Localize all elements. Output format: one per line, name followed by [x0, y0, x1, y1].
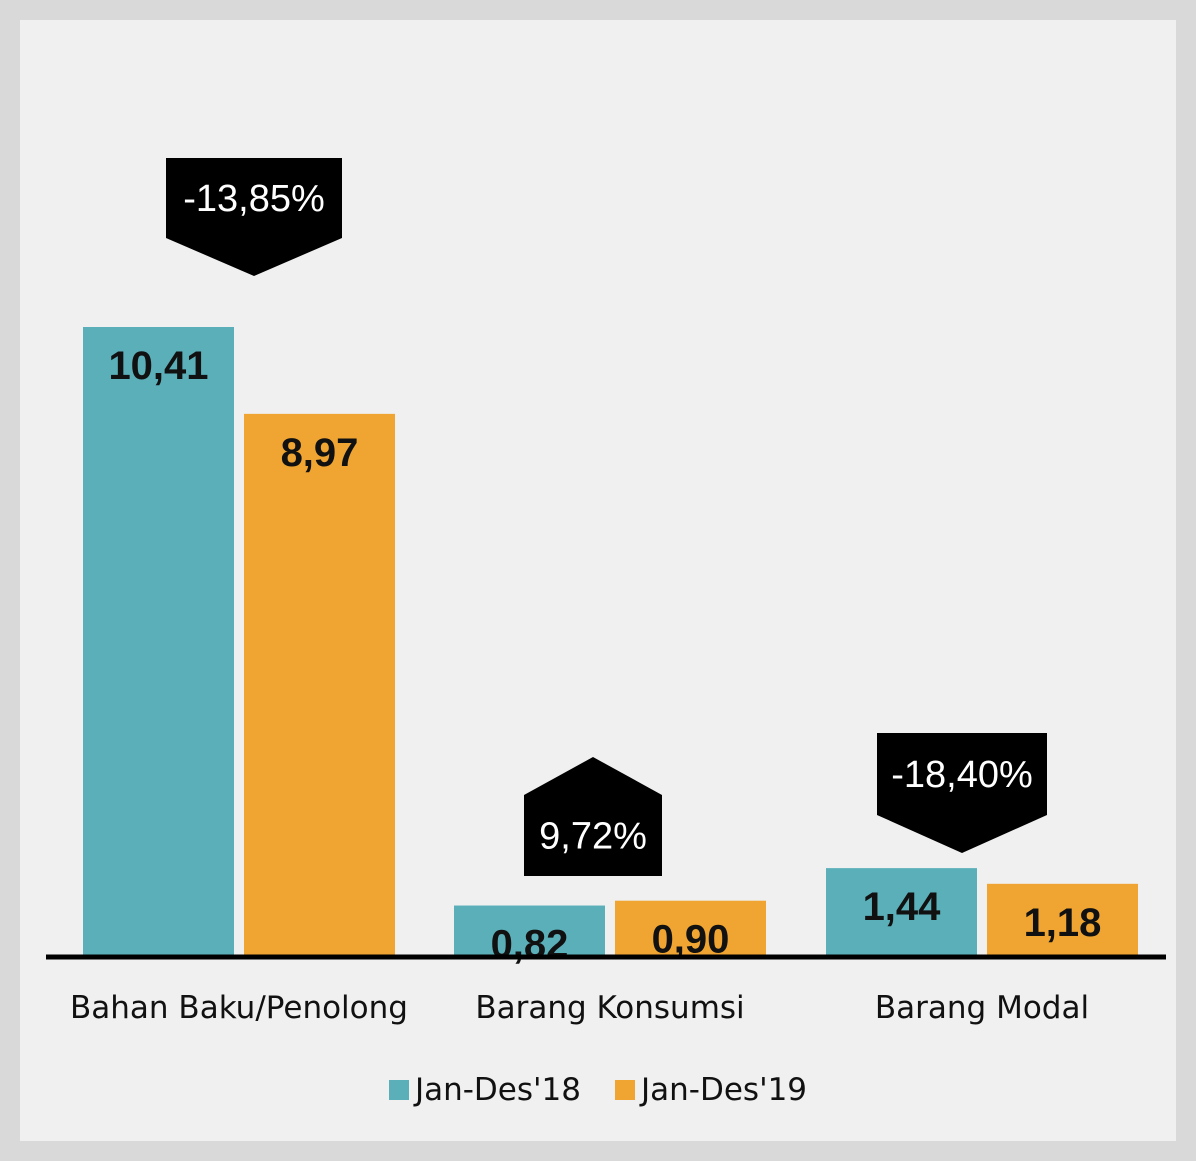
bar — [454, 905, 605, 955]
bar — [83, 327, 234, 955]
legend-label: Jan-Des'18 — [414, 1072, 581, 1108]
legend-swatch — [615, 1080, 635, 1100]
change-callout-label: -13,85% — [183, 178, 325, 220]
category-labels: Bahan Baku/Penolong Barang Konsumsi Barang… — [70, 990, 1089, 1026]
bars-group: 10,41 8,97 0,82 0,90 1,44 1,18 — [83, 327, 1138, 967]
bar — [615, 900, 766, 955]
change-callout-label: 9,72% — [539, 816, 647, 858]
category-label: Bahan Baku/Penolong — [70, 990, 408, 1026]
legend: Jan-Des'18 Jan-Des'19 — [0, 1072, 1196, 1108]
change-callout — [877, 733, 1047, 853]
legend-swatch — [388, 1080, 409, 1100]
bar-value-label: 8,97 — [281, 431, 359, 475]
bar-value-label: 0,90 — [652, 918, 730, 962]
category-label: Barang Modal — [875, 990, 1089, 1026]
change-callout — [524, 757, 662, 876]
category-label: Barang Konsumsi — [475, 990, 744, 1026]
legend-item: Jan-Des'19 — [615, 1072, 807, 1108]
bar — [987, 883, 1138, 955]
bar — [244, 413, 395, 955]
bar-value-label: 1,18 — [1024, 901, 1102, 945]
bar-value-label: 1,44 — [863, 885, 942, 929]
change-callout-label: -18,40% — [891, 754, 1033, 796]
bar-value-label: 10,41 — [108, 344, 208, 388]
legend-item: Jan-Des'18 — [388, 1072, 581, 1108]
bar — [826, 868, 977, 955]
legend-label: Jan-Des'19 — [641, 1072, 808, 1108]
change-callout — [166, 158, 342, 276]
callouts-group: -13,85% 9,72% -18,40% — [166, 158, 1047, 876]
bar-value-label: 0,82 — [491, 923, 569, 967]
